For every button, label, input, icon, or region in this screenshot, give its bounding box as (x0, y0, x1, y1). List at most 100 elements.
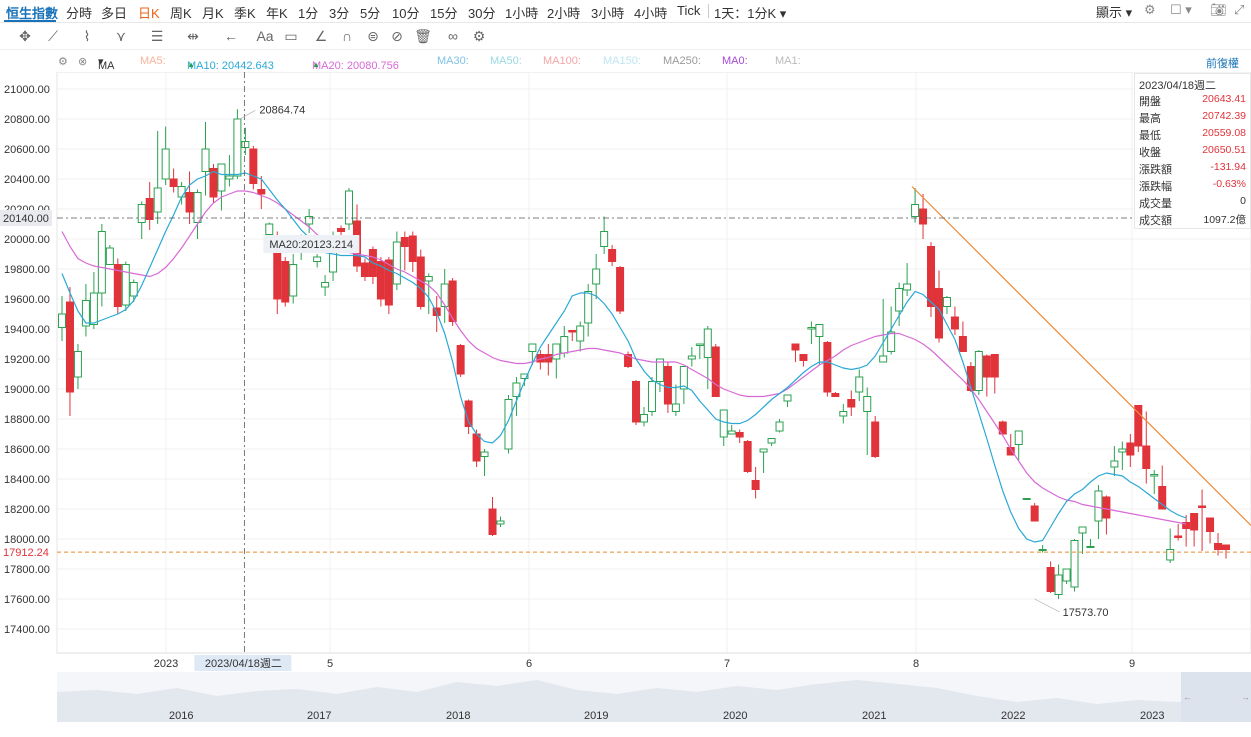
candle-body[interactable] (942, 297, 951, 307)
candle-body[interactable] (815, 324, 824, 337)
timeframe-2小時[interactable]: 2小時 (547, 6, 581, 21)
candle-body[interactable] (257, 189, 266, 195)
candle-body[interactable] (552, 343, 561, 360)
nav-left-handle[interactable]: ← (1183, 692, 1192, 702)
pattern-tool-icon[interactable]: ⋎ (115, 28, 127, 44)
timeframe-30分[interactable]: 30分 (468, 6, 496, 21)
candle-body[interactable] (775, 421, 784, 432)
candle-body[interactable] (632, 381, 641, 423)
candle-body[interactable] (1214, 543, 1223, 550)
ruler-icon[interactable]: ∠ (314, 28, 328, 44)
magnet-icon[interactable]: ∩ (341, 28, 353, 44)
candle-body[interactable] (911, 204, 920, 217)
timeframe-Tick[interactable]: Tick (677, 3, 701, 18)
candle-body[interactable] (1198, 505, 1207, 508)
candle-body[interactable] (608, 249, 617, 262)
candle-body[interactable] (1046, 567, 1055, 592)
lock-icon[interactable]: ⊜ (367, 28, 379, 44)
candle-body[interactable] (584, 291, 593, 324)
candle-body[interactable] (831, 393, 840, 397)
candle-body[interactable] (249, 148, 258, 184)
candle-body[interactable] (966, 366, 975, 391)
ma-close-icon[interactable]: ⊗ (78, 56, 88, 68)
range-navigator[interactable]: ← → (57, 672, 1251, 722)
candle-body[interactable] (560, 336, 569, 354)
candle-body[interactable] (496, 520, 505, 525)
candle-body[interactable] (895, 288, 904, 312)
candle-body[interactable] (217, 163, 226, 192)
adjust-button[interactable]: 前復權 (1206, 58, 1239, 70)
candle-body[interactable] (1158, 486, 1167, 510)
candle-body[interactable] (337, 228, 346, 232)
candle-body[interactable] (1222, 544, 1230, 550)
candle-body[interactable] (520, 373, 529, 379)
candle-body[interactable] (1030, 505, 1039, 522)
candle-body[interactable] (687, 355, 696, 360)
candle-body[interactable] (321, 282, 330, 288)
timeframe-15分[interactable]: 15分 (430, 6, 458, 21)
candle-body[interactable] (791, 343, 800, 351)
candle-body[interactable] (209, 168, 218, 198)
candle-body[interactable] (472, 433, 481, 462)
candle-body[interactable] (480, 451, 489, 457)
candle-body[interactable] (759, 448, 768, 453)
timeframe-年K[interactable]: 年K (266, 6, 288, 21)
candle-body[interactable] (1022, 498, 1031, 500)
candle-body[interactable] (73, 351, 82, 378)
candle-body[interactable] (663, 366, 672, 405)
candle-body[interactable] (201, 148, 210, 172)
candle-body[interactable] (528, 343, 537, 352)
candle-body[interactable] (137, 204, 146, 223)
candle-body[interactable] (958, 336, 967, 352)
text-tool-icon[interactable]: Aa (256, 28, 274, 44)
timeframe-3小時[interactable]: 3小時 (591, 6, 625, 21)
candle-body[interactable] (1038, 549, 1047, 551)
candle-body[interactable] (1014, 430, 1023, 445)
gear-icon[interactable]: ⚙ (1144, 2, 1156, 17)
timeframe-3分[interactable]: 3分 (329, 6, 350, 21)
candle-body[interactable] (129, 282, 138, 297)
candle-body[interactable] (65, 301, 74, 393)
timeframe-月K[interactable]: 月K (202, 6, 224, 21)
candle-body[interactable] (1102, 496, 1111, 519)
candle-body[interactable] (345, 190, 354, 225)
candle-body[interactable] (751, 480, 760, 490)
ma-selector[interactable]: MA ▾ (98, 56, 115, 72)
candle-body[interactable] (313, 256, 322, 262)
candle-body[interactable] (616, 267, 625, 312)
candle-body[interactable] (887, 331, 896, 352)
candle-body[interactable] (456, 345, 465, 375)
candle-body[interactable] (703, 328, 712, 358)
candle-body[interactable] (1206, 517, 1215, 532)
fib-tool-icon[interactable]: ☰ (150, 28, 164, 44)
candle-body[interactable] (727, 430, 736, 435)
candle-body[interactable] (1142, 445, 1151, 469)
candle-body[interactable] (1110, 460, 1119, 468)
candle-body[interactable] (384, 259, 393, 306)
timeframe-日K[interactable]: 日K (138, 6, 160, 21)
candle-body[interactable] (879, 355, 888, 363)
candle-body[interactable] (990, 354, 999, 378)
timeframe-周K[interactable]: 周K (170, 6, 192, 21)
candle-body[interactable] (225, 175, 234, 180)
candle-body[interactable] (281, 261, 290, 303)
candle-body[interactable] (360, 262, 369, 277)
display-dropdown[interactable]: 顯示 ▾ (1096, 5, 1133, 20)
candle-body[interactable] (823, 342, 832, 393)
candle-body[interactable] (855, 376, 864, 393)
candle-body[interactable] (488, 508, 497, 535)
candle-body[interactable] (376, 261, 385, 300)
candle-body[interactable] (464, 400, 473, 427)
candle-body[interactable] (647, 381, 656, 412)
candle-body[interactable] (799, 354, 808, 361)
candle-body[interactable] (1094, 490, 1103, 522)
candle-body[interactable] (89, 292, 98, 325)
candle-body[interactable] (934, 288, 943, 339)
polyline-tool-icon[interactable]: ⌇ (83, 28, 91, 44)
hide-icon[interactable]: ⊘ (391, 28, 403, 44)
candle-body[interactable] (871, 421, 880, 457)
candle-body[interactable] (440, 283, 449, 307)
fullscreen-icon[interactable]: ⤢ (1234, 2, 1245, 17)
interval-select[interactable]: 1天：1分K ▾ (714, 6, 787, 21)
candle-body[interactable] (233, 118, 242, 177)
